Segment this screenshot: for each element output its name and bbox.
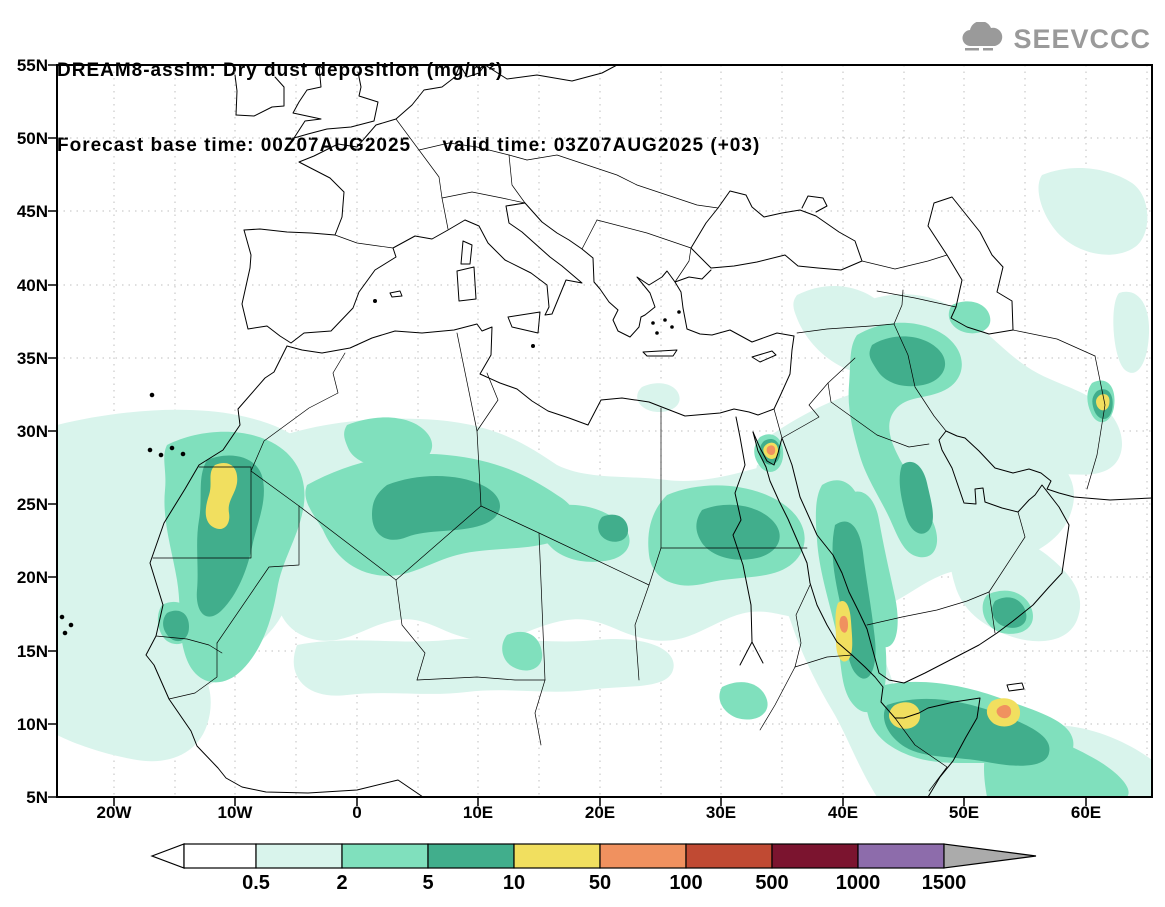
- lon-axis-label: 60E: [1070, 803, 1102, 822]
- colorbar: [150, 843, 1037, 869]
- lon-axis-label: 10W: [217, 803, 253, 822]
- dust-contours-level-10: [205, 394, 1110, 729]
- lon-axis-label: 10E: [462, 803, 494, 822]
- seevccc-logo: SEEVCCC: [959, 21, 1151, 57]
- logo-text: SEEVCCC: [1013, 24, 1151, 54]
- axis-ticks: [48, 64, 1087, 806]
- colorbar-right-arrow: [943, 843, 1037, 869]
- lon-axis-label: 20W: [96, 803, 132, 822]
- colorbar-segment-5: [685, 843, 773, 869]
- lon-axis-label: 40E: [827, 803, 859, 822]
- cloud-icon: [959, 21, 1005, 57]
- colorbar-label: 500: [755, 872, 789, 894]
- lon-axis-label: 0: [352, 803, 362, 822]
- lat-axis-label: 55N: [16, 56, 48, 75]
- colorbar-label: 100: [669, 872, 703, 894]
- lat-axis-label: 50N: [16, 129, 48, 148]
- colorbar-segment-7: [857, 843, 945, 869]
- dust-contours-level-0p5: [57, 168, 1152, 797]
- lat-axis-label: 40N: [16, 276, 48, 295]
- colorbar-label: 50: [588, 872, 612, 894]
- lat-axis-label: 30N: [16, 422, 48, 441]
- lon-axis-label: 20E: [584, 803, 616, 822]
- colorbar-label: 2: [336, 872, 348, 894]
- colorbar-segment-6: [771, 843, 859, 869]
- colorbar-label: 5: [422, 872, 434, 894]
- colorbar-label: 0.5: [242, 872, 270, 894]
- colorbar-segment-3: [513, 843, 601, 869]
- coastlines: [59, 65, 1152, 797]
- colorbar-label: 1000: [835, 872, 881, 894]
- dust-contours-level-50: [766, 445, 1012, 719]
- lat-axis-label: 25N: [16, 495, 48, 514]
- lat-axis-label: 20N: [16, 568, 48, 587]
- lat-axis-label: 35N: [16, 349, 48, 368]
- colorbar-label: 1500: [921, 872, 967, 894]
- colorbar-segment-1: [341, 843, 429, 869]
- lat-axis-label: 45N: [16, 202, 48, 221]
- colorbar-left-arrow: [150, 843, 185, 869]
- lon-axis-label: 30E: [705, 803, 737, 822]
- lat-axis-label: 15N: [16, 642, 48, 661]
- colorbar-label: 10: [502, 872, 526, 894]
- lat-axis-label: 5N: [26, 788, 48, 807]
- lat-axis-label: 10N: [16, 715, 48, 734]
- country-borders: [152, 118, 1106, 792]
- colorbar-segment-0: [255, 843, 343, 869]
- lon-axis-label: 50E: [948, 803, 980, 822]
- map-frame: [56, 64, 1153, 798]
- colorbar-segment-4: [599, 843, 687, 869]
- colorbar-segment-2: [427, 843, 515, 869]
- colorbar-segment-under: [183, 843, 257, 869]
